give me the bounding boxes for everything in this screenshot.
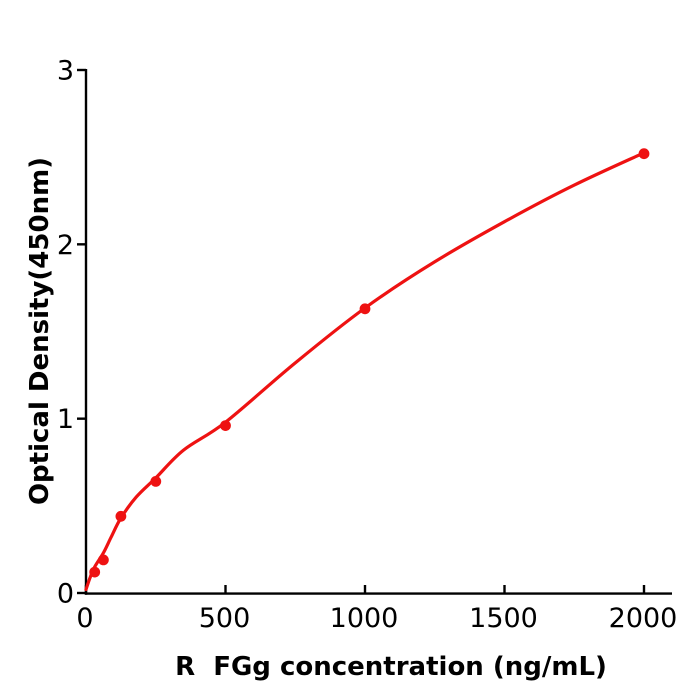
data-point [359, 303, 371, 315]
x-tick-label: 1000 [330, 603, 399, 634]
x-tick-label: 1500 [469, 603, 538, 634]
x-tick-label: 500 [199, 603, 251, 634]
axes: 0 1 2 3 0 500 1000 1500 2000 [57, 56, 678, 635]
y-axis-title: Optical Density(450nm) [25, 156, 55, 506]
data-point [150, 476, 162, 487]
y-tick-label: 1 [57, 404, 74, 435]
data-point [220, 420, 231, 431]
data-point [89, 566, 101, 578]
x-axis-title: R FGg concentration (ng/mL) [175, 652, 607, 682]
x-tick-label: 2000 [609, 603, 678, 634]
data-points [89, 148, 650, 578]
x-tick-label: 0 [76, 603, 93, 634]
fit-curve [84, 151, 646, 592]
data-point [638, 148, 650, 160]
data-point [98, 554, 109, 566]
data-point [115, 510, 127, 522]
y-tick-label: 0 [57, 579, 74, 610]
y-tick-label: 2 [57, 230, 74, 261]
y-tick-label: 3 [57, 56, 74, 87]
fit-curve-path [84, 151, 646, 592]
